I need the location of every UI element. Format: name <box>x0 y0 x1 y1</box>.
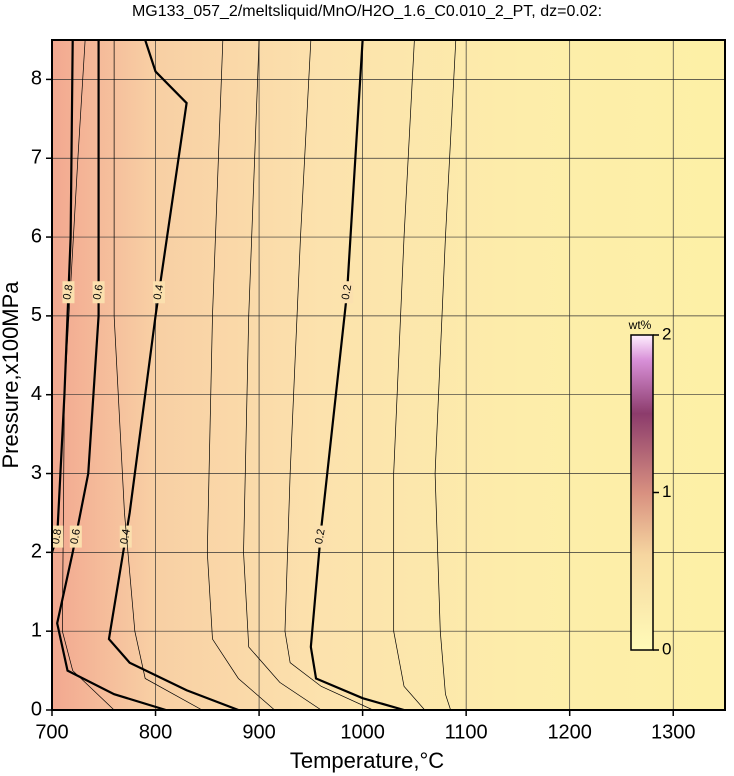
chart-title: MG133_057_2/meltsliquid/MnO/H2O_1.6_C0.0… <box>132 3 602 20</box>
axes: 700 800 900 1000 1100 1200 1300 0 1 2 3 4 5 6 7 8 <box>31 68 696 744</box>
plot-frame <box>51 39 726 711</box>
y-axis-label: Pressure,x100MPa <box>0 281 23 469</box>
colorbar-tick-label: 2 <box>662 324 671 343</box>
contour-line <box>206 40 275 710</box>
contour-label: 0.2 <box>340 284 354 301</box>
y-tick-label: 1 <box>31 619 42 641</box>
contour-label-bg <box>62 281 75 304</box>
contour-label-bg <box>92 281 105 304</box>
contour-line <box>107 40 239 710</box>
y-tick-label: 3 <box>31 462 42 484</box>
contour-line <box>284 40 374 710</box>
plot-background <box>52 40 725 710</box>
colorbar-tick-label: 0 <box>662 639 671 658</box>
contour-label: 0.4 <box>152 284 166 301</box>
contour-label-bg <box>52 525 64 548</box>
contour-label: 0.2 <box>313 528 327 545</box>
colorbar-label: wt% <box>628 318 652 332</box>
contour-line <box>243 40 322 710</box>
y-tick-label: 7 <box>31 147 42 169</box>
x-tick-label: 700 <box>35 721 68 743</box>
y-tick-label: 2 <box>31 541 42 563</box>
x-tick-label: 1000 <box>340 721 385 743</box>
x-tick-label: 1200 <box>547 721 592 743</box>
x-tick-label: 1100 <box>445 721 488 743</box>
contour-label-bg <box>341 281 354 304</box>
x-axis-label: Temperature,°C <box>290 748 444 773</box>
y-tick-label: 5 <box>31 304 42 326</box>
x-tick-label: 1300 <box>651 721 696 743</box>
colorbar <box>630 334 654 651</box>
contour-line <box>113 40 203 710</box>
x-tick-label: 900 <box>242 721 275 743</box>
grid <box>51 40 725 711</box>
contour-line <box>62 40 115 710</box>
x-tick-label: 800 <box>139 721 172 743</box>
contour-line <box>393 40 426 710</box>
contour-label-bg <box>152 281 165 304</box>
contour-label-bg <box>119 525 132 548</box>
contours: 0.2 0.2 0.4 0.4 0.6 0.6 0.8 0.8 <box>50 40 457 710</box>
contour-line <box>56 40 167 710</box>
contour-label: 0.8 <box>50 528 64 545</box>
contour-label-bg <box>314 525 327 548</box>
contour-line <box>434 40 457 710</box>
y-tick-label: 6 <box>31 225 42 247</box>
contour-label: 0.8 <box>61 284 75 301</box>
y-tick-label: 0 <box>31 698 42 720</box>
y-tick-label: 4 <box>31 383 42 405</box>
contour-label-bg <box>69 525 82 548</box>
colorbar-tick-label: 1 <box>662 482 671 501</box>
contour-label: 0.6 <box>68 528 82 545</box>
contour-label: 0.6 <box>91 284 105 301</box>
y-tick-label: 8 <box>31 68 42 90</box>
contour-label: 0.4 <box>118 528 132 545</box>
